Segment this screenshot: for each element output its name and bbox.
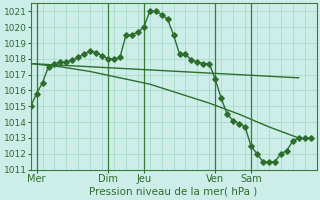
X-axis label: Pression niveau de la mer( hPa ): Pression niveau de la mer( hPa ) — [90, 187, 258, 197]
